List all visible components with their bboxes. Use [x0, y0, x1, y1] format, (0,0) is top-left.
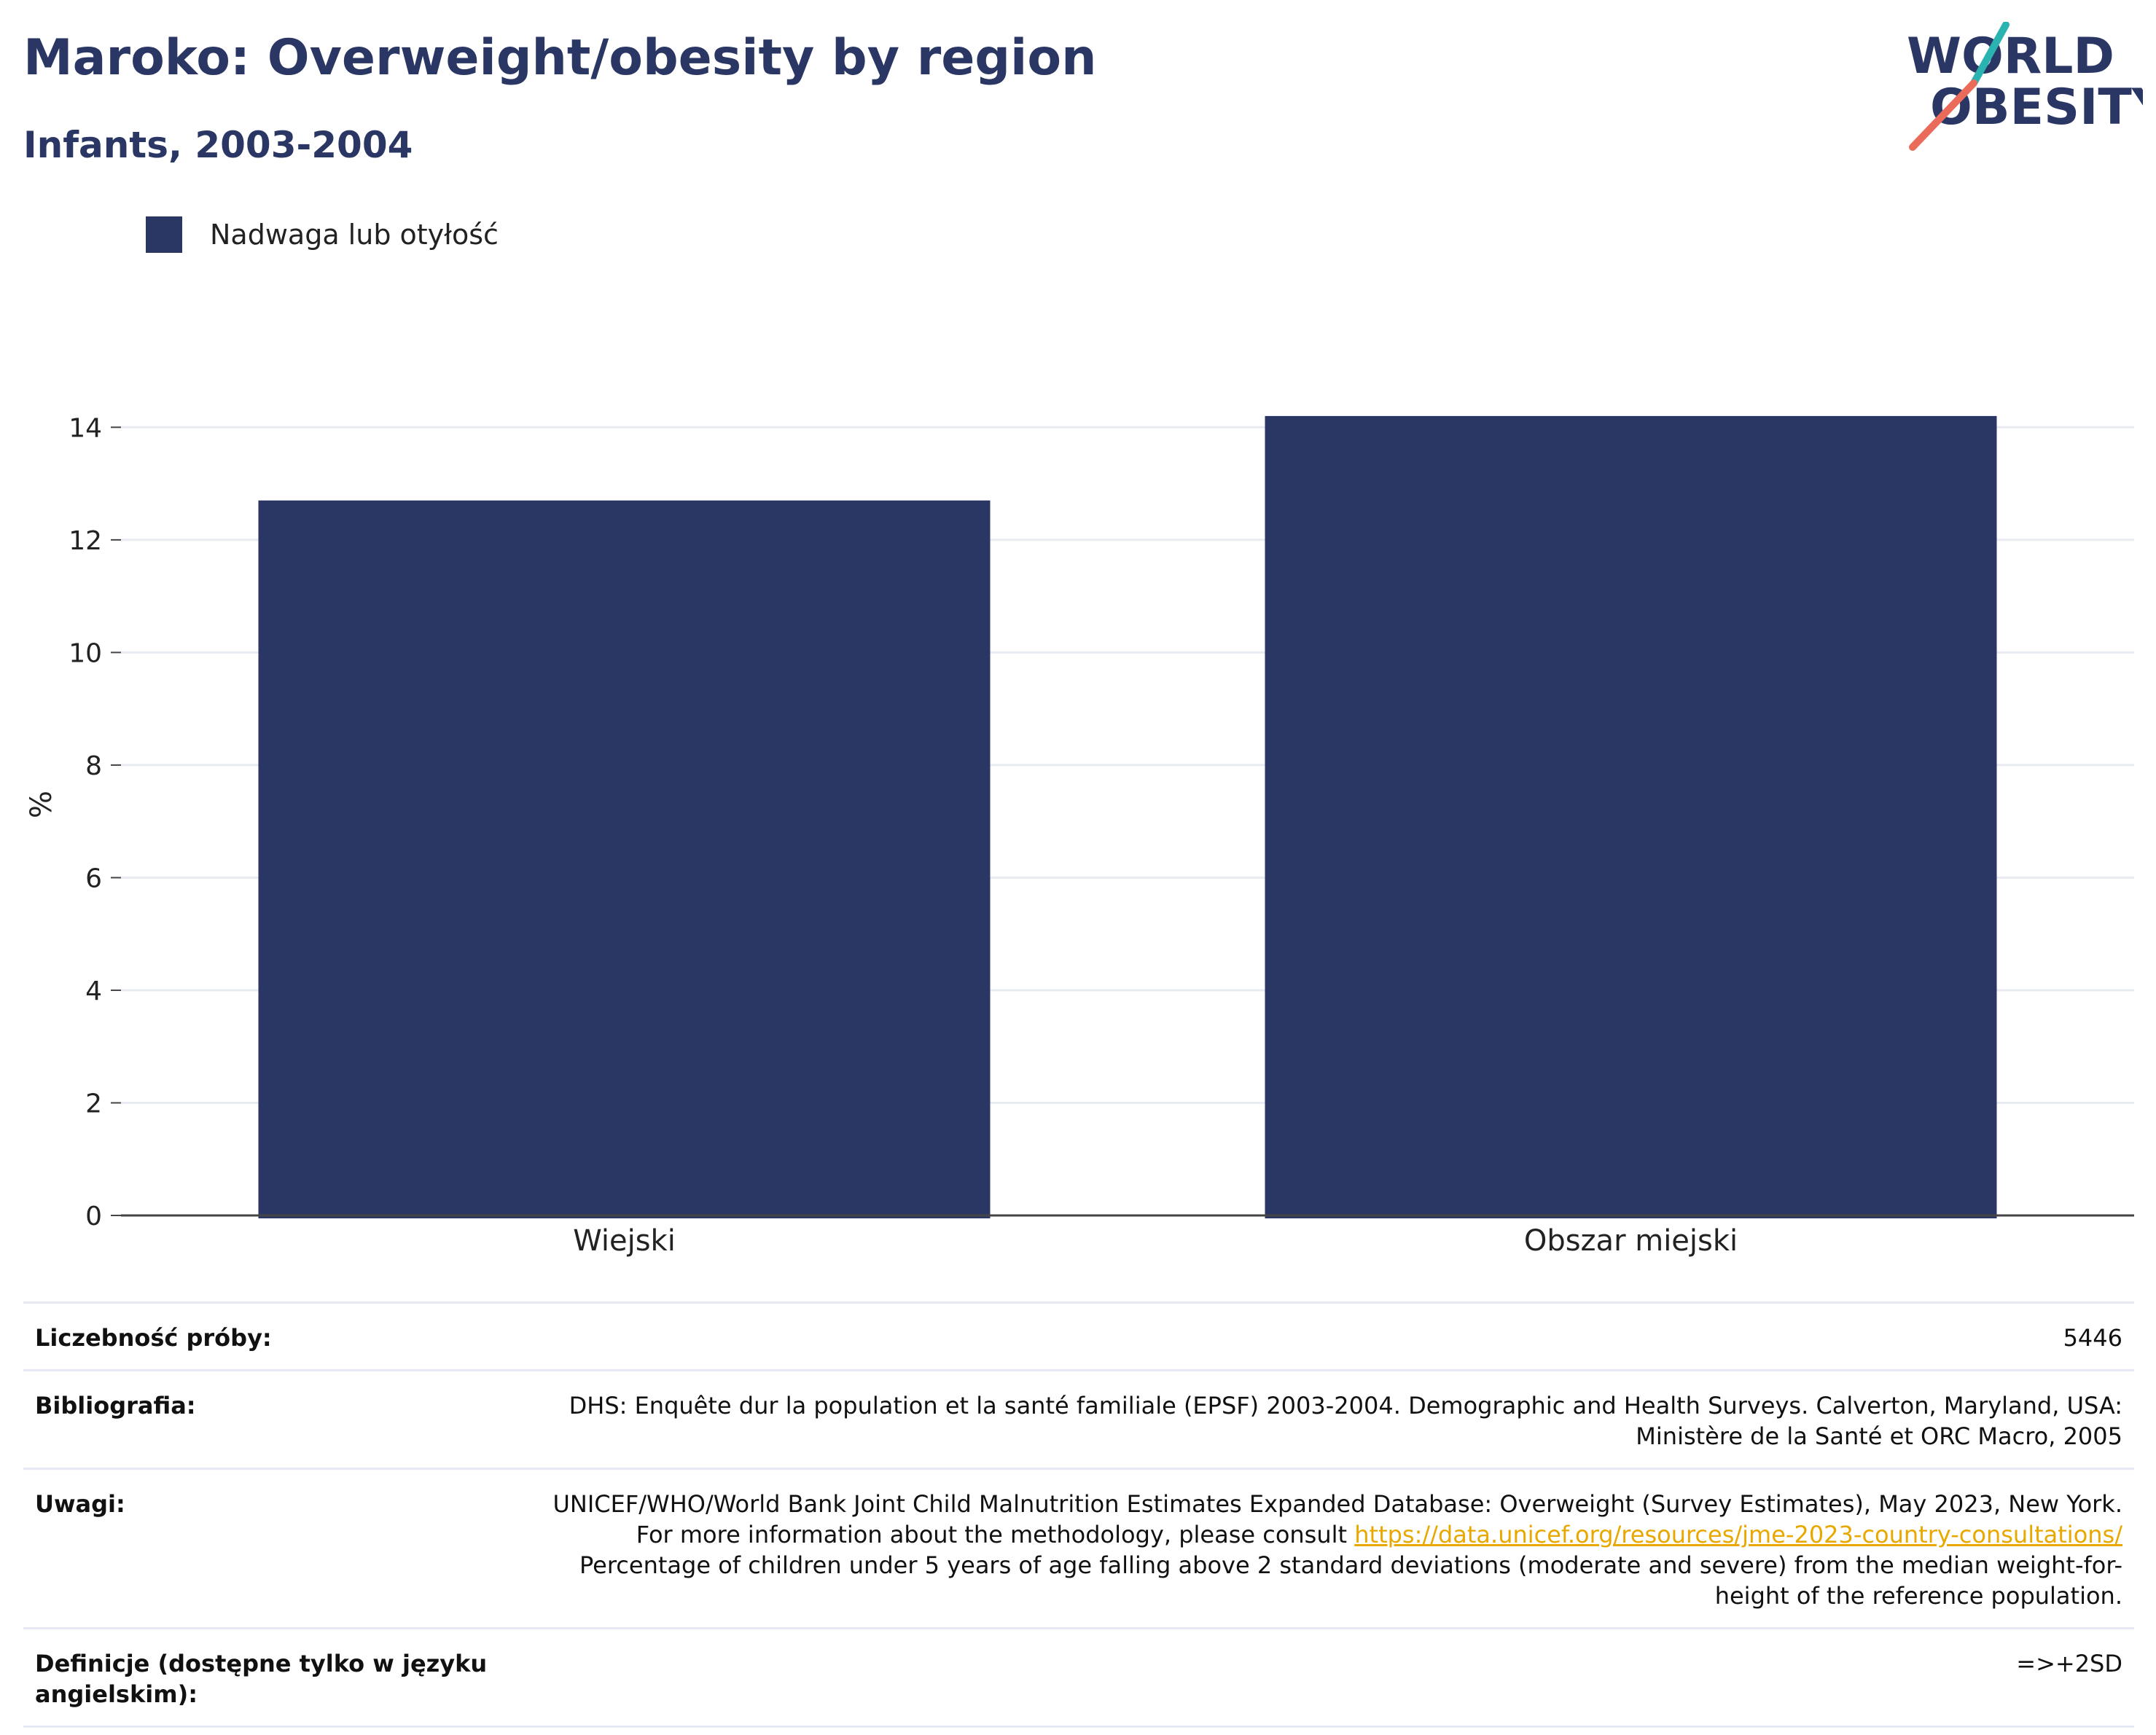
bibliography-label: Bibliografia:	[35, 1392, 196, 1419]
bibliography-value: DHS: Enquête dur la population et la san…	[569, 1392, 2122, 1450]
info-row-sample: Liczebność próby: 5446	[23, 1304, 2134, 1371]
y-tick-label: 10	[69, 638, 102, 668]
bar	[258, 500, 991, 1218]
sample-size-value: 5446	[2063, 1324, 2122, 1352]
notes-text-after: Percentage of children under 5 years of …	[579, 1551, 2122, 1610]
y-tick-label: 0	[85, 1202, 102, 1231]
logo-line1: WORLD	[1907, 28, 2114, 85]
x-tick-label: Wiejski	[573, 1224, 676, 1258]
definitions-value: =>+2SD	[2016, 1650, 2122, 1677]
y-tick-label: 8	[85, 751, 102, 781]
bar	[1265, 415, 1997, 1219]
info-row-bibliography: Bibliografia: DHS: Enquête dur la popula…	[23, 1371, 2134, 1470]
logo-slash-red	[1909, 79, 1977, 151]
info-row-definitions: Definicje (dostępne tylko w języku angie…	[23, 1629, 2134, 1728]
y-axis-label: %	[25, 791, 58, 818]
x-tick-label: Obszar miejski	[1524, 1224, 1738, 1258]
definitions-label: Definicje (dostępne tylko w języku angie…	[35, 1650, 488, 1708]
legend-swatch	[146, 216, 182, 253]
notes-link[interactable]: https://data.unicef.org/resources/jme-20…	[1354, 1521, 2122, 1548]
chart-title: Maroko: Overweight/obesity by region	[23, 29, 1097, 87]
legend-label: Nadwaga lub otyłość	[210, 219, 499, 251]
info-row-notes: Uwagi: UNICEF/WHO/World Bank Joint Child…	[23, 1470, 2134, 1629]
chart-legend: Nadwaga lub otyłość	[146, 216, 499, 254]
y-tick-label: 6	[85, 863, 102, 893]
y-tick-label: 14	[69, 413, 102, 443]
bar-chart: 0 2 4 6 8 10 12 14 Wiejski Obszar miejski%	[25, 413, 2134, 1258]
notes-label: Uwagi:	[35, 1490, 125, 1518]
notes-value: UNICEF/WHO/World Bank Joint Child Malnut…	[519, 1489, 2123, 1611]
logo-slash-teal	[1970, 22, 2009, 87]
y-tick-label: 4	[85, 976, 102, 1006]
world-obesity-logo: WORLD OBESITY	[1907, 22, 2143, 151]
y-tick-label: 2	[85, 1089, 102, 1119]
y-tick-label: 12	[69, 526, 102, 556]
info-table: Liczebność próby: 5446 Bibliografia: DHS…	[23, 1301, 2134, 1728]
sample-size-label: Liczebność próby:	[35, 1324, 272, 1352]
notes-text-before: UNICEF/WHO/World Bank Joint Child Malnut…	[552, 1490, 2123, 1548]
chart-subtitle: Infants, 2003-2004	[23, 124, 413, 166]
